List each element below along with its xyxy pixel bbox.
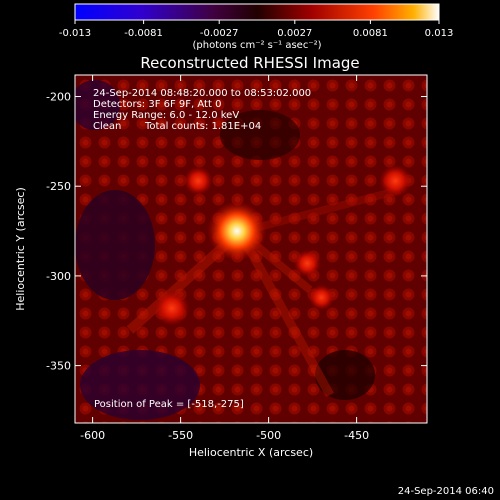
colorbar-tick-label: -0.0027: [200, 28, 239, 39]
footer-timestamp: 24-Sep-2014 06:40: [398, 486, 494, 497]
colorbar-tick-label: 0.013: [425, 28, 454, 39]
x-tick-label: -450: [344, 429, 369, 442]
y-tick-label: -300: [46, 270, 71, 283]
x-tick-label: -550: [168, 429, 193, 442]
heatmap-image: [75, 75, 427, 423]
colorbar: [74, 3, 440, 21]
colorbar-tick-label: 0.0027: [277, 28, 312, 39]
secondary-source: [293, 249, 322, 278]
x-tick-label: -500: [256, 429, 281, 442]
secondary-source: [183, 166, 213, 196]
secondary-source: [378, 164, 412, 198]
y-tick-label: -350: [46, 360, 71, 373]
y-axis-label: Heliocentric Y (arcsec): [14, 187, 27, 311]
annotation-counts: Total counts: 1.81E+04: [144, 121, 261, 132]
secondary-source: [153, 290, 190, 327]
x-axis-label: Heliocentric X (arcsec): [189, 446, 313, 459]
peak-source: [206, 201, 267, 262]
y-tick-label: -200: [46, 91, 71, 104]
colorbar-tick-label: -0.0081: [124, 28, 163, 39]
annotation-detectors: Detectors: 3F 6F 9F, Att 0: [93, 99, 221, 110]
annotation-energy: Energy Range: 6.0 - 12.0 keV: [93, 110, 239, 121]
colorbar-tick-label: 0.0081: [353, 28, 388, 39]
annotation-algorithm: Clean: [93, 121, 121, 132]
chart-title: Reconstructed RHESSI Image: [140, 54, 359, 72]
secondary-source: [308, 284, 335, 311]
plot-frame: [74, 74, 428, 424]
colorbar-tick-label: -0.013: [59, 28, 91, 39]
x-tick-label: -600: [80, 429, 105, 442]
colorbar-unit-label: (photons cm⁻² s⁻¹ asec⁻²): [192, 40, 321, 51]
annotation-peak: Position of Peak = [-518,-275]: [94, 399, 244, 410]
annotation-time-range: 24-Sep-2014 08:48:20.000 to 08:53:02.000: [93, 88, 311, 99]
y-tick-label: -250: [46, 180, 71, 193]
